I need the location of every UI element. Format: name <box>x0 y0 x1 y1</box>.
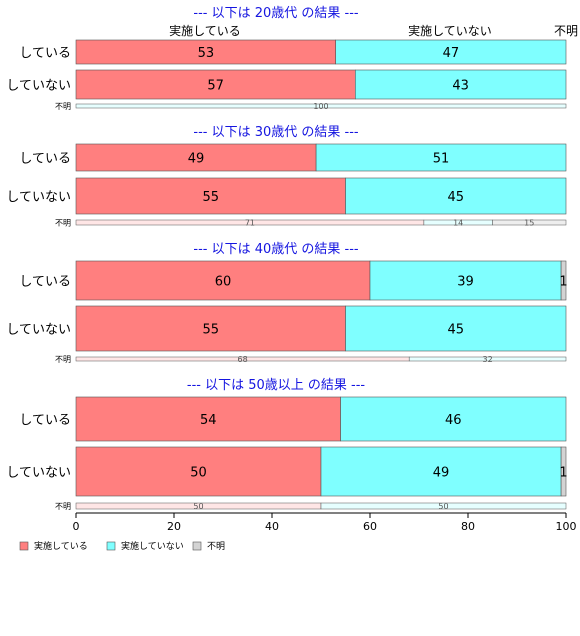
bar-segment <box>560 446 567 497</box>
row-label: している <box>19 46 71 61</box>
bar-segment <box>75 103 567 109</box>
legend-entry: 実施していない <box>121 540 184 552</box>
row-label: 不明 <box>55 355 71 364</box>
data-label: 49 <box>433 466 450 481</box>
panel-title: --- 以下は 30歳代 の結果 --- <box>193 125 359 140</box>
bar-segment <box>75 39 337 65</box>
legend-swatch <box>106 541 116 551</box>
bar-segment <box>335 39 567 65</box>
data-label: 53 <box>198 46 215 61</box>
data-label: 51 <box>433 152 450 167</box>
legend-entry: 不明 <box>207 541 225 552</box>
data-label: 47 <box>443 46 460 61</box>
data-label: 45 <box>447 323 464 338</box>
data-label: 45 <box>447 190 464 205</box>
x-tick-label: 100 <box>556 520 577 533</box>
data-label: 14 <box>453 219 463 228</box>
row-label: していない <box>6 466 71 481</box>
row-label: している <box>19 275 71 290</box>
data-label: 50 <box>193 502 203 511</box>
data-label: 57 <box>207 79 224 94</box>
data-label: 43 <box>452 79 469 94</box>
row-label: 不明 <box>55 219 71 228</box>
bar-segment <box>340 396 567 442</box>
x-tick-label: 20 <box>167 520 181 533</box>
panel-title: --- 以下は 20歳代 の結果 --- <box>193 6 359 21</box>
panel-title: --- 以下は 40歳代 の結果 --- <box>193 242 359 257</box>
row-label: している <box>19 152 71 167</box>
legend-swatch <box>19 541 29 551</box>
bar-segment <box>345 305 567 352</box>
legend-swatch <box>192 541 202 551</box>
data-label: 100 <box>313 102 328 111</box>
data-label: 1 <box>559 275 567 290</box>
bar-segment <box>75 143 317 172</box>
row-label: している <box>19 413 71 428</box>
bar-segment <box>75 177 346 215</box>
bar-segment <box>75 305 346 352</box>
data-label: 32 <box>483 355 493 364</box>
bar-segment <box>320 502 567 510</box>
x-tick-label: 80 <box>461 520 475 533</box>
data-label: 1 <box>559 466 567 481</box>
data-label: 54 <box>200 413 217 428</box>
x-tick-label: 40 <box>265 520 279 533</box>
data-label: 15 <box>524 219 534 228</box>
row-label: 不明 <box>55 102 71 111</box>
legend-entry: 実施している <box>34 540 88 552</box>
data-label: 60 <box>215 275 232 290</box>
data-label: 50 <box>190 466 207 481</box>
bar-segment <box>492 219 567 226</box>
data-label: 46 <box>445 413 462 428</box>
data-label: 55 <box>202 323 219 338</box>
bar-segment <box>354 69 567 100</box>
bar-segment <box>75 69 356 100</box>
row-label: していない <box>6 323 71 338</box>
data-label: 50 <box>438 502 448 511</box>
row-label: していない <box>6 190 71 205</box>
data-label: 39 <box>457 275 474 290</box>
bar-segment <box>345 177 567 215</box>
top-label-unknown: 不明 <box>554 24 578 38</box>
x-tick-label: 60 <box>363 520 377 533</box>
panel-title: --- 以下は 50歳以上 の結果 --- <box>187 378 366 393</box>
bar-segment <box>408 356 567 362</box>
data-label: 68 <box>238 355 248 364</box>
bar-segment <box>369 260 562 301</box>
bar-segment <box>75 446 322 497</box>
data-label: 55 <box>202 190 219 205</box>
top-label-implemented: 実施している <box>169 23 241 38</box>
data-label: 71 <box>245 219 255 228</box>
bar-segment <box>75 396 341 442</box>
bar-segment <box>320 446 562 497</box>
row-label: 不明 <box>55 502 71 511</box>
x-tick-label: 0 <box>73 520 80 533</box>
data-label: 49 <box>188 152 205 167</box>
bar-segment <box>560 260 567 301</box>
top-label-not-implemented: 実施していない <box>408 23 492 38</box>
bar-segment <box>315 143 567 172</box>
row-label: していない <box>6 79 71 94</box>
